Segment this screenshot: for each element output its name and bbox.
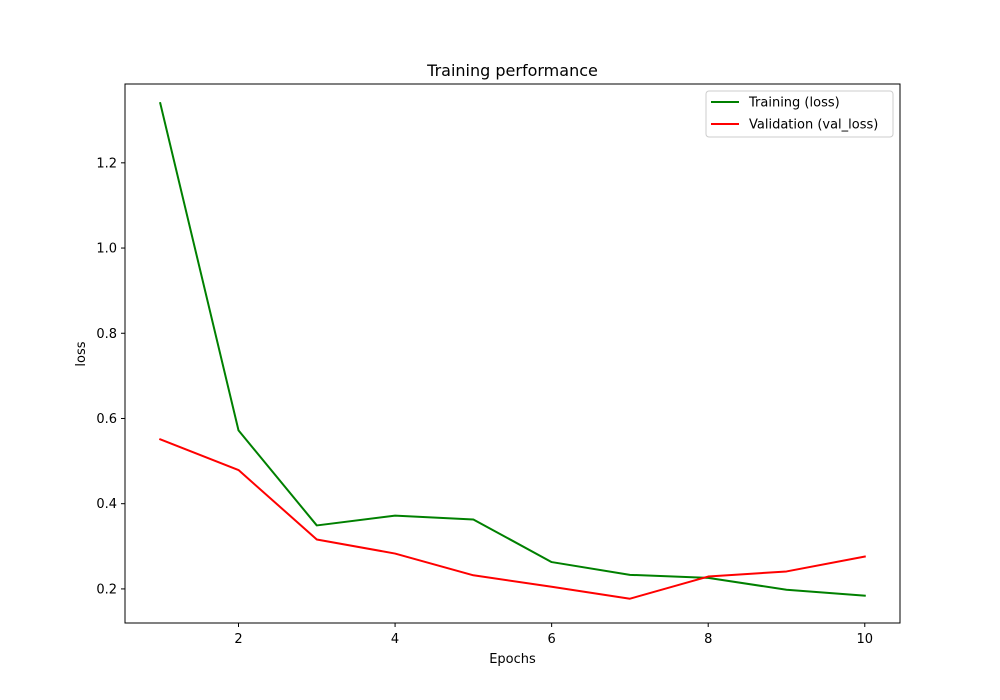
y-axis-label: loss — [74, 341, 89, 366]
x-tick-label: 6 — [548, 632, 556, 647]
x-tick-label: 10 — [856, 632, 873, 647]
plot-area — [158, 101, 866, 600]
x-axis-label: Epochs — [489, 652, 536, 667]
series-line-1 — [159, 101, 866, 597]
y-tick-label: 1.2 — [96, 156, 117, 171]
legend-box — [705, 90, 894, 138]
chart-title: Training performance — [426, 61, 598, 80]
x-tick-label: 4 — [391, 632, 399, 647]
y-tick-label: 0.2 — [96, 582, 117, 597]
axes: 2 4 6 8 10 0.2 0.4 0.6 0.8 1.0 1.2 — [96, 83, 901, 647]
y-tick-label: 0.8 — [96, 327, 117, 342]
legend-label-1: Training (loss) — [748, 96, 840, 111]
series-line-2 — [158, 438, 866, 600]
axes-frame — [124, 83, 901, 624]
legend: Training (loss) Validation (val_loss) — [705, 90, 894, 138]
legend-label-2: Validation (val_loss) — [749, 118, 878, 133]
x-tick-label: 2 — [234, 632, 242, 647]
y-tick-label: 0.4 — [96, 497, 117, 512]
y-tick-label: 1.0 — [96, 242, 117, 257]
y-tick-label: 0.6 — [96, 412, 117, 427]
x-tick-label: 8 — [704, 632, 712, 647]
